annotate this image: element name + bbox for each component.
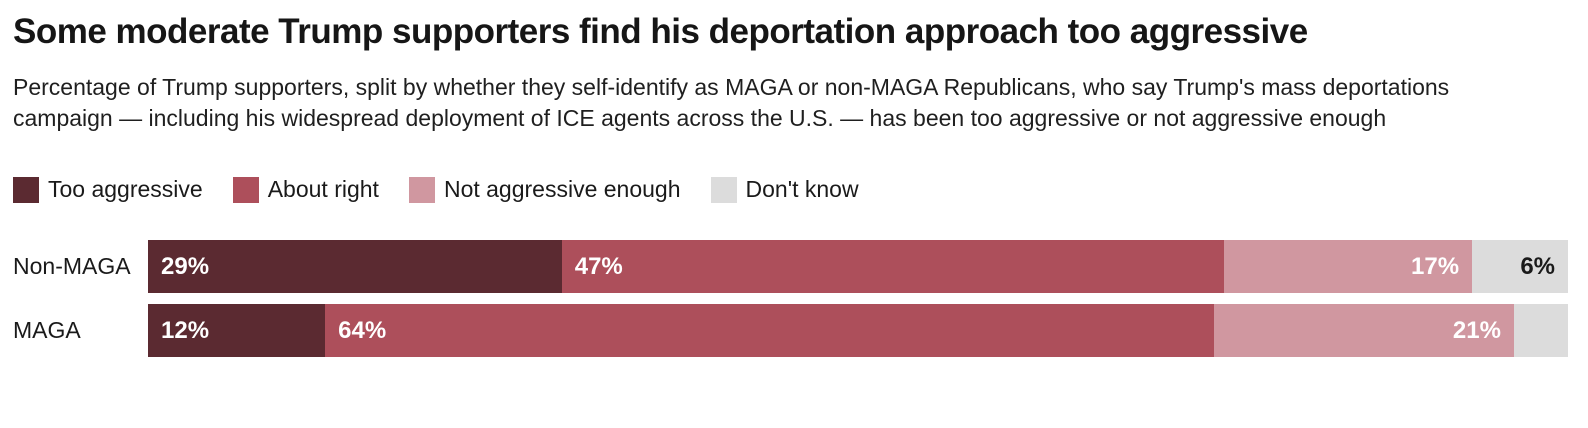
bar-segment-about-right: 47% <box>561 240 1225 293</box>
bar-track-non-maga: 29% 47% 17% 6% <box>148 240 1568 293</box>
legend-label: About right <box>267 176 379 202</box>
legend-swatch-not-aggressive-enough <box>408 176 435 203</box>
stacked-bar-chart: Non-MAGA 29% 47% 17% 6% MAGA 12% 64% 21% <box>13 240 1568 357</box>
bar-segment-don-t-know <box>1513 304 1568 357</box>
legend-label: Too aggressive <box>48 176 203 202</box>
legend-item-about-right: About right <box>232 176 379 203</box>
bar-segment-not-aggressive-enough: 21% <box>1213 304 1514 357</box>
bar-value-label: 12% <box>161 316 210 344</box>
chart-subtitle: Percentage of Trump supporters, split by… <box>13 74 1450 131</box>
bar-segment-about-right: 64% <box>325 304 1214 357</box>
bar-segment-don-t-know: 6% <box>1472 240 1568 293</box>
bar-value-label: 64% <box>338 316 387 344</box>
legend-item-too-aggressive: Too aggressive <box>13 176 203 203</box>
legend-swatch-dont-know <box>710 176 737 203</box>
row-label-maga: MAGA <box>13 317 81 343</box>
chart-row-maga: MAGA 12% 64% 21% <box>13 304 1568 357</box>
bar-value-label: 6% <box>1520 252 1555 280</box>
chart-card: Some moderate Trump supporters find his … <box>13 12 1568 357</box>
legend-label: Not aggressive enough <box>443 176 681 202</box>
legend-item-dont-know: Don't know <box>710 176 859 203</box>
bar-value-label: 21% <box>1452 316 1501 344</box>
legend-swatch-about-right <box>232 176 259 203</box>
chart-title: Some moderate Trump supporters find his … <box>13 12 1308 51</box>
legend-label: Don't know <box>745 176 859 202</box>
bar-track-maga: 12% 64% 21% <box>148 304 1568 357</box>
row-label-non-maga: Non-MAGA <box>13 253 131 279</box>
legend-swatch-too-aggressive <box>13 176 39 203</box>
bar-value-label: 47% <box>574 252 623 280</box>
legend: Too aggressive About right Not aggressiv… <box>13 176 1568 203</box>
bar-segment-not-aggressive-enough: 17% <box>1224 240 1473 293</box>
legend-item-not-aggressive-enough: Not aggressive enough <box>408 176 681 203</box>
chart-rows: Non-MAGA 29% 47% 17% 6% MAGA 12% 64% 21% <box>13 240 1568 357</box>
bar-value-label: 29% <box>161 252 210 280</box>
bar-segment-too-aggressive: 12% <box>148 304 326 357</box>
chart-row-non-maga: Non-MAGA 29% 47% 17% 6% <box>13 240 1568 293</box>
bar-value-label: 17% <box>1411 252 1460 280</box>
bar-segment-too-aggressive: 29% <box>148 240 562 293</box>
